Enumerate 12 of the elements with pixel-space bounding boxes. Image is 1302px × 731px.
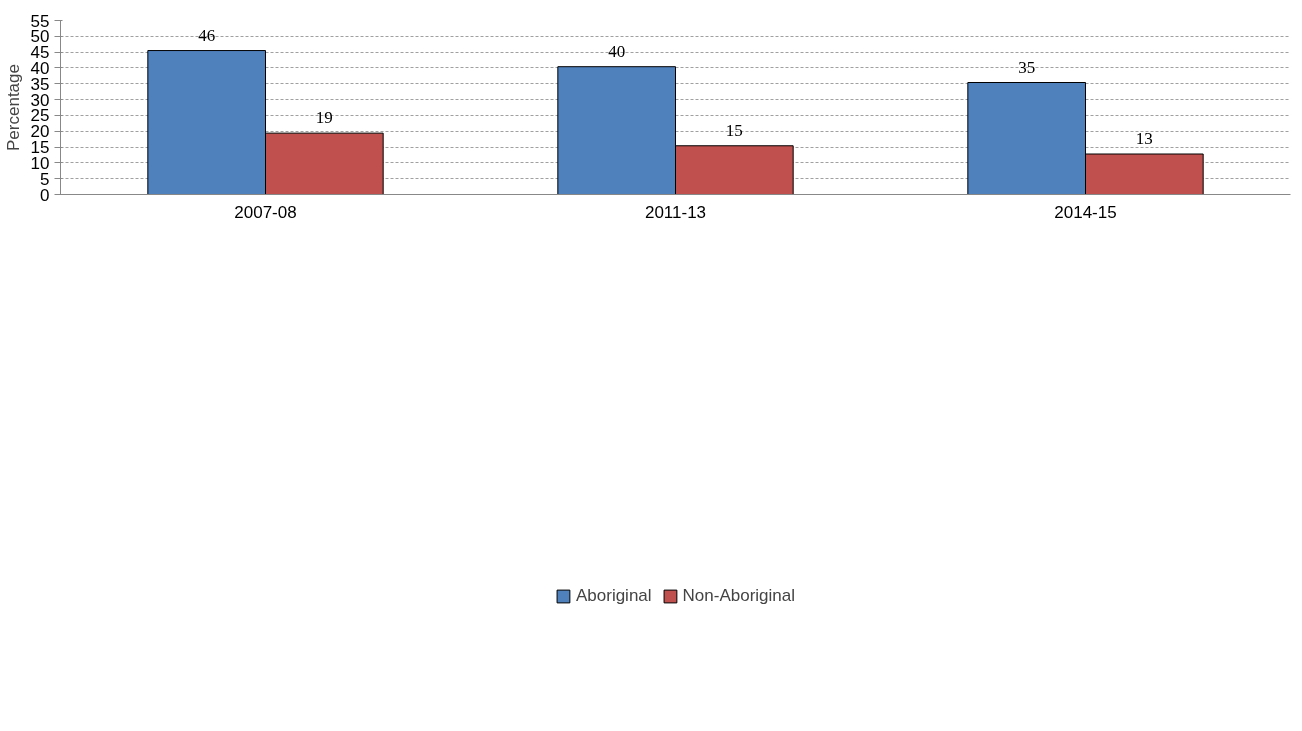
x-tick-label: 2007-08 [234, 202, 297, 222]
x-tick-label: 2014-15 [1054, 202, 1117, 222]
y-axis-title: Percentage [3, 64, 23, 151]
legend-label: Non-Aboriginal [682, 586, 796, 606]
x-tick-label: 2011-13 [644, 202, 707, 222]
data-label: 40 [608, 41, 626, 61]
data-label: 19 [315, 108, 333, 128]
legend-label: Aboriginal [575, 586, 652, 606]
data-label: 46 [198, 25, 216, 45]
data-label: 13 [1135, 129, 1153, 149]
data-label: 15 [725, 120, 743, 140]
data-label: 35 [1018, 57, 1036, 77]
